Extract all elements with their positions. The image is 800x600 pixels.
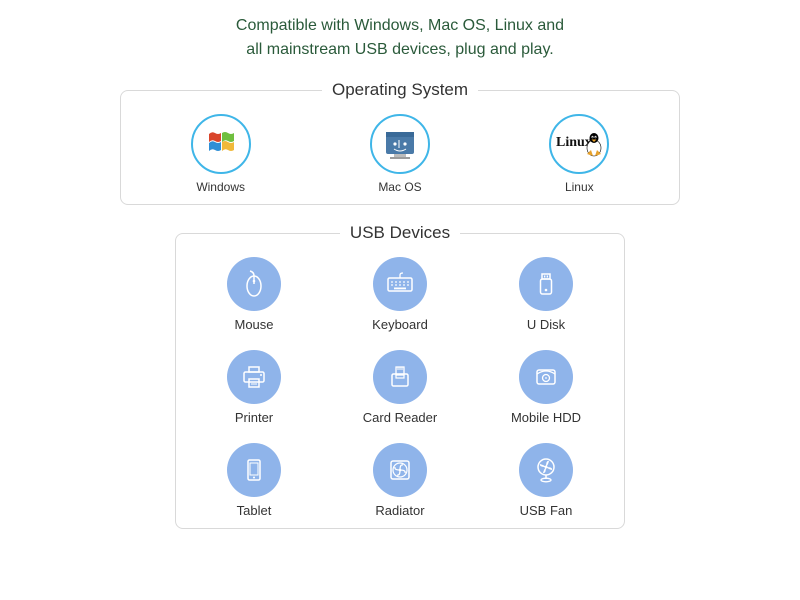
usb-item-radiator: Radiator xyxy=(332,443,468,518)
os-item-windows: Windows xyxy=(161,114,281,194)
svg-text:Linux: Linux xyxy=(556,135,592,150)
usb-label: Mobile HDD xyxy=(511,410,581,425)
linux-icon: Linux xyxy=(549,114,609,174)
usb-item-tablet: Tablet xyxy=(186,443,322,518)
os-item-macos: Mac OS xyxy=(340,114,460,194)
os-label: Mac OS xyxy=(378,180,421,194)
cardreader-icon xyxy=(373,350,427,404)
heading-line-1: Compatible with Windows, Mac OS, Linux a… xyxy=(0,14,800,38)
os-label: Windows xyxy=(196,180,245,194)
windows-icon xyxy=(191,114,251,174)
usb-label: U Disk xyxy=(527,317,565,332)
usb-label: Radiator xyxy=(375,503,424,518)
usb-label: Printer xyxy=(235,410,273,425)
usb-item-mobilehdd: Mobile HDD xyxy=(478,350,614,425)
usb-label: Card Reader xyxy=(363,410,437,425)
mobilehdd-icon xyxy=(519,350,573,404)
os-row: Windows Mac OS Linux xyxy=(131,114,669,194)
os-item-linux: Linux Linux xyxy=(519,114,639,194)
keyboard-icon xyxy=(373,257,427,311)
usb-item-udisk: U Disk xyxy=(478,257,614,332)
usb-devices-section: USB Devices Mouse xyxy=(175,223,625,529)
usb-label: USB Fan xyxy=(520,503,573,518)
usb-item-printer: Printer xyxy=(186,350,322,425)
compatibility-heading: Compatible with Windows, Mac OS, Linux a… xyxy=(0,0,800,62)
usb-grid: Mouse Keyboard xyxy=(186,257,614,518)
usb-item-keyboard: Keyboard xyxy=(332,257,468,332)
usb-item-usbfan: USB Fan xyxy=(478,443,614,518)
tablet-icon xyxy=(227,443,281,497)
udisk-icon xyxy=(519,257,573,311)
heading-line-2: all mainstream USB devices, plug and pla… xyxy=(0,38,800,62)
os-label: Linux xyxy=(565,180,594,194)
usb-label: Keyboard xyxy=(372,317,428,332)
usb-item-cardreader: Card Reader xyxy=(332,350,468,425)
usb-label: Tablet xyxy=(237,503,272,518)
radiator-icon xyxy=(373,443,427,497)
usb-item-mouse: Mouse xyxy=(186,257,322,332)
usb-label: Mouse xyxy=(234,317,273,332)
usbfan-icon xyxy=(519,443,573,497)
operating-system-section: Operating System Windows xyxy=(120,80,680,205)
usb-section-title: USB Devices xyxy=(340,223,460,243)
mouse-icon xyxy=(227,257,281,311)
printer-icon xyxy=(227,350,281,404)
macos-icon xyxy=(370,114,430,174)
os-section-title: Operating System xyxy=(322,80,478,100)
